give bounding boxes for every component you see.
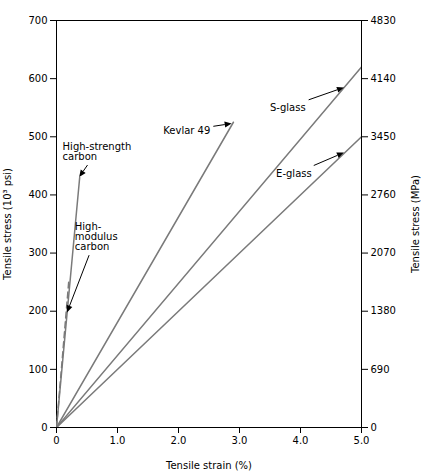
svg-text:2760: 2760 bbox=[371, 189, 396, 200]
svg-text:High-moduluscarbon: High-moduluscarbon bbox=[75, 221, 118, 252]
svg-text:400: 400 bbox=[28, 189, 47, 200]
svg-text:1.0: 1.0 bbox=[110, 435, 126, 446]
svg-text:3450: 3450 bbox=[371, 131, 396, 142]
svg-text:690: 690 bbox=[371, 364, 390, 375]
svg-text:0: 0 bbox=[371, 422, 377, 433]
svg-text:600: 600 bbox=[28, 73, 47, 84]
svg-text:5.0: 5.0 bbox=[354, 435, 370, 446]
svg-text:3.0: 3.0 bbox=[232, 435, 248, 446]
svg-text:200: 200 bbox=[28, 305, 47, 316]
svg-text:4.0: 4.0 bbox=[293, 435, 309, 446]
svg-text:0: 0 bbox=[41, 422, 47, 433]
svg-text:E-glass: E-glass bbox=[276, 168, 312, 179]
svg-text:1380: 1380 bbox=[371, 305, 396, 316]
svg-text:High-strengthcarbon: High-strengthcarbon bbox=[63, 141, 132, 162]
svg-text:2.0: 2.0 bbox=[171, 435, 187, 446]
svg-text:S-glass: S-glass bbox=[270, 102, 306, 113]
svg-text:700: 700 bbox=[28, 15, 47, 26]
svg-text:4140: 4140 bbox=[371, 73, 396, 84]
svg-text:0: 0 bbox=[53, 435, 59, 446]
svg-text:Kevlar 49: Kevlar 49 bbox=[163, 125, 210, 136]
svg-text:Tensile stress (MPa): Tensile stress (MPa) bbox=[410, 175, 421, 274]
svg-text:100: 100 bbox=[28, 364, 47, 375]
svg-text:Tensile stress (10³ psi): Tensile stress (10³ psi) bbox=[2, 168, 13, 281]
svg-text:500: 500 bbox=[28, 131, 47, 142]
svg-text:4830: 4830 bbox=[371, 15, 396, 26]
svg-text:Tensile strain (%): Tensile strain (%) bbox=[165, 460, 252, 471]
svg-text:300: 300 bbox=[28, 247, 47, 258]
svg-text:2070: 2070 bbox=[371, 247, 396, 258]
